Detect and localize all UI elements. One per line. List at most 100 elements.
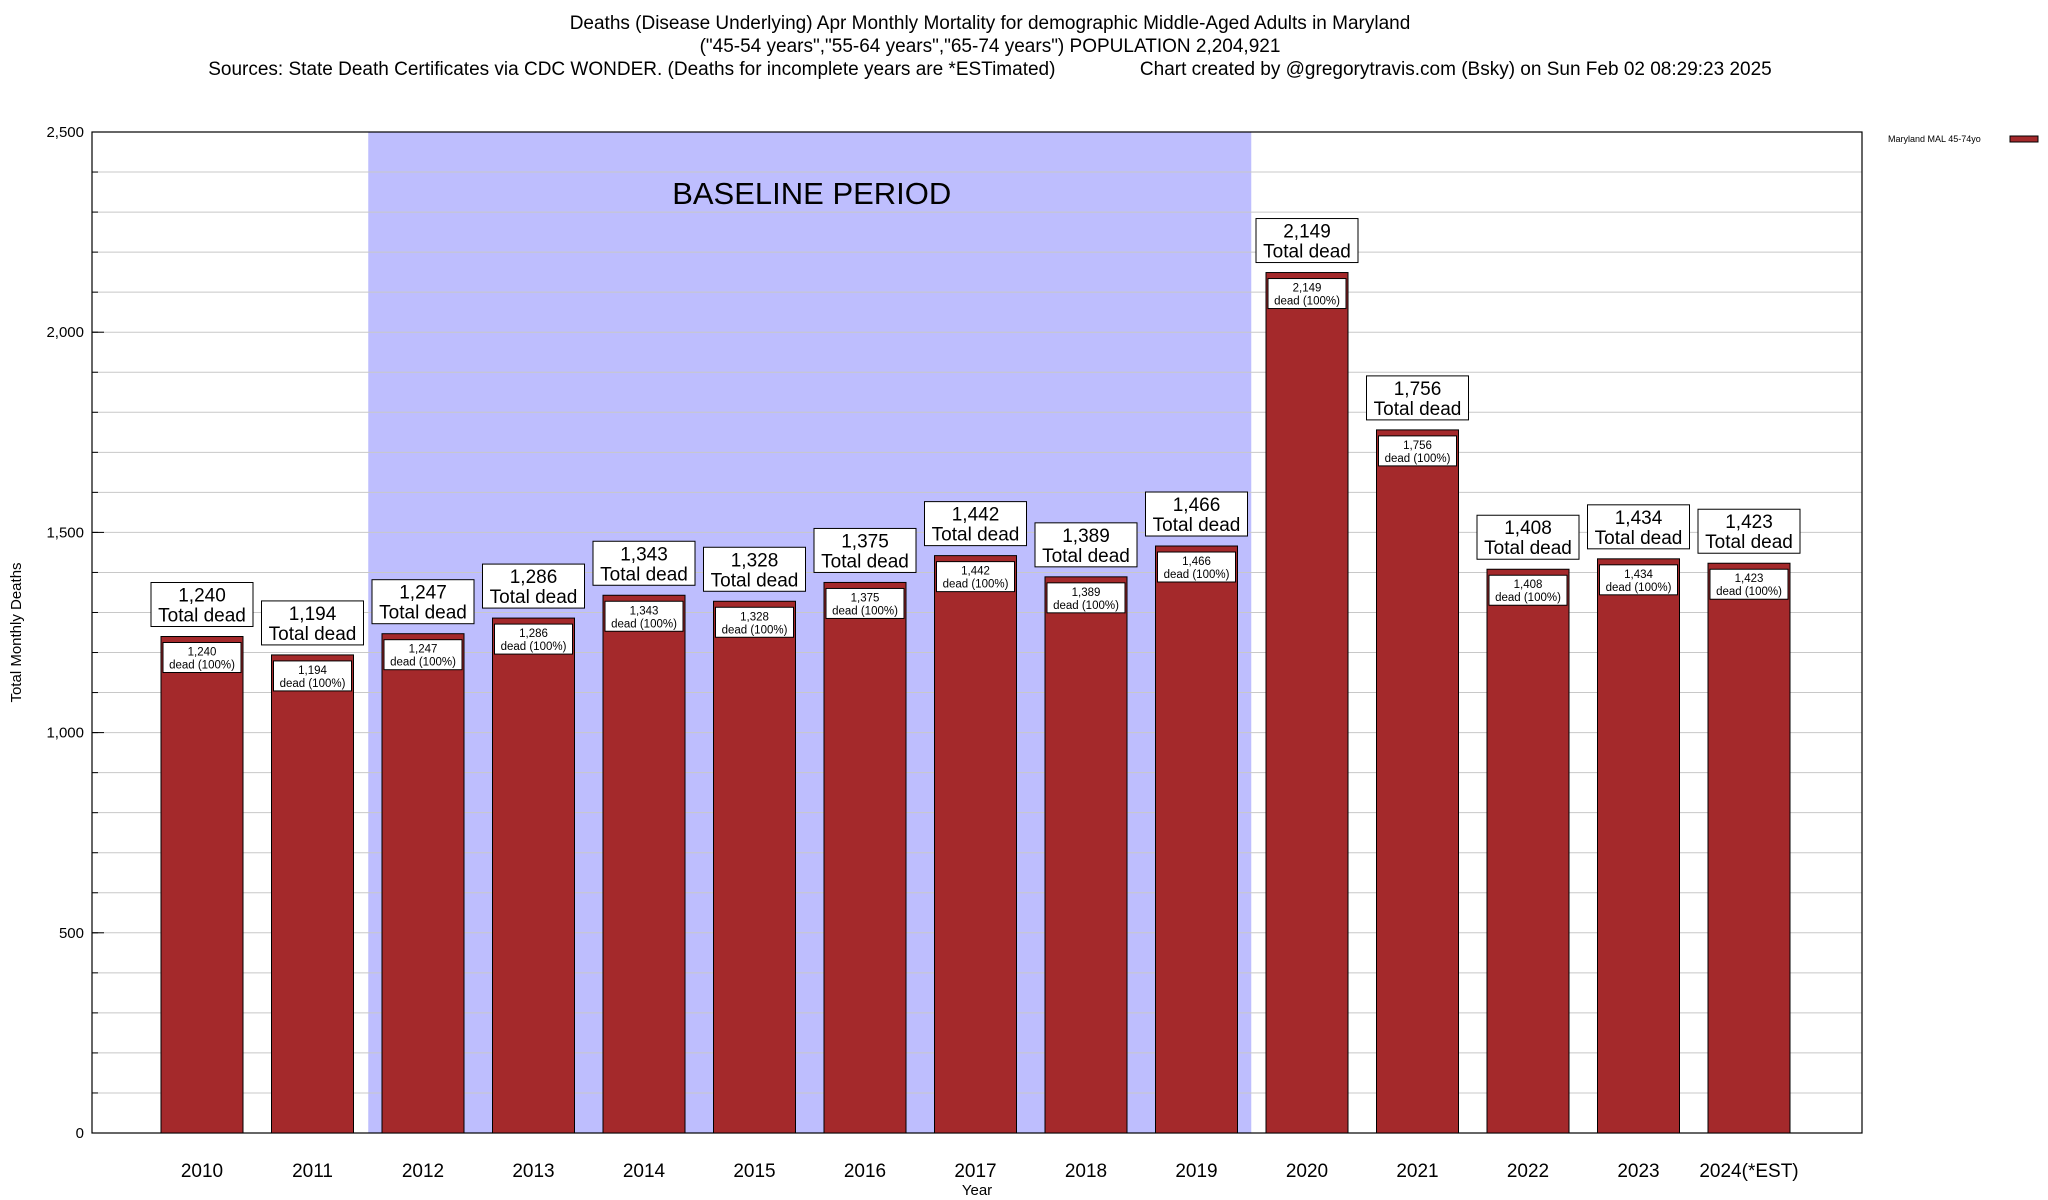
small-label-box: [494, 623, 573, 655]
big-value-label: 1,343: [620, 544, 668, 565]
big-value-label: 1,286: [510, 567, 558, 588]
small-label-box: [825, 587, 905, 619]
big-total-label: Total dead: [490, 587, 578, 608]
small-dead-label: dead (100%): [1164, 569, 1230, 581]
big-label-box: [813, 527, 917, 573]
bar: [823, 581, 907, 1134]
small-label-box: [604, 600, 684, 632]
small-dead-label: dead (100%): [280, 678, 346, 690]
small-dead-label: dead (100%): [1385, 453, 1451, 465]
x-tick-label: 2012: [402, 1161, 444, 1182]
bar: [1486, 568, 1570, 1134]
big-total-label: Total dead: [1595, 528, 1683, 549]
x-tick-label: 2021: [1396, 1161, 1438, 1182]
big-total-label: Total dead: [600, 564, 688, 585]
y-tick-label: 2,000: [46, 324, 84, 341]
small-label-box: [1488, 574, 1568, 606]
big-label-box: [1366, 375, 1469, 421]
small-value-label: 1,194: [298, 665, 327, 677]
small-label-box: [162, 642, 242, 674]
small-label-box: [1267, 278, 1347, 310]
big-value-label: 1,194: [289, 604, 337, 625]
y-tick-label: 2,500: [46, 124, 84, 141]
big-label-box: [261, 600, 364, 646]
big-value-label: 1,328: [731, 550, 779, 571]
small-dead-label: dead (100%): [1716, 586, 1782, 598]
big-total-label: Total dead: [158, 606, 246, 627]
big-label-box: [1587, 504, 1690, 550]
big-label-box: [150, 582, 254, 628]
small-value-label: 1,408: [1514, 579, 1543, 591]
small-value-label: 1,247: [409, 644, 438, 656]
bar: [1044, 576, 1128, 1134]
small-dead-label: dead (100%): [1053, 600, 1119, 612]
small-value-label: 1,343: [630, 605, 659, 617]
big-value-label: 1,247: [399, 583, 447, 604]
x-tick-label: 2017: [954, 1161, 996, 1182]
big-label-box: [592, 540, 696, 586]
title-line-3: Sources: State Death Certificates via CD…: [0, 58, 1980, 81]
y-tick-label: 1,000: [46, 725, 84, 742]
chart-title: Deaths (Disease Underlying) Apr Monthly …: [0, 12, 1980, 81]
small-label-box: [1157, 551, 1236, 583]
big-total-label: Total dead: [1042, 546, 1130, 567]
bar: [160, 636, 244, 1134]
big-label-box: [1697, 508, 1801, 554]
bar: [1707, 562, 1791, 1134]
x-tick-label: 2020: [1286, 1161, 1328, 1182]
legend-label: Maryland MAL 45-74yo: [1888, 134, 1981, 144]
big-total-label: Total dead: [821, 551, 909, 572]
small-value-label: 1,375: [851, 592, 880, 604]
bar: [1265, 272, 1349, 1134]
x-tick-label: 2011: [292, 1161, 333, 1182]
x-tick-label: 2018: [1065, 1161, 1107, 1182]
x-tick-label: 2022: [1507, 1161, 1549, 1182]
big-total-label: Total dead: [1153, 515, 1241, 536]
x-tick-label: 2015: [733, 1161, 775, 1182]
bar: [1376, 429, 1459, 1134]
x-axis-label: Year: [962, 1182, 992, 1199]
big-label-box: [1255, 218, 1359, 264]
big-value-label: 1,434: [1615, 508, 1663, 529]
big-label-box: [924, 501, 1027, 547]
small-value-label: 1,389: [1072, 587, 1101, 599]
small-label-box: [1599, 564, 1678, 596]
big-value-label: 1,423: [1725, 512, 1773, 533]
small-dead-label: dead (100%): [1606, 582, 1672, 594]
bar: [1597, 558, 1680, 1134]
big-label-box: [1034, 522, 1138, 568]
small-label-box: [1378, 435, 1457, 467]
small-dead-label: dead (100%): [1274, 296, 1340, 308]
small-value-label: 1,442: [961, 566, 990, 578]
small-value-label: 1,756: [1403, 440, 1432, 452]
small-dead-label: dead (100%): [501, 641, 567, 653]
small-dead-label: dead (100%): [943, 579, 1009, 591]
x-tick-label: 2014: [623, 1161, 666, 1182]
big-total-label: Total dead: [1705, 532, 1793, 553]
big-label-box: [371, 579, 475, 625]
y-tick-label: 0: [76, 1125, 84, 1142]
small-value-label: 1,286: [519, 628, 548, 640]
bar: [602, 594, 686, 1134]
small-label-box: [383, 639, 463, 671]
big-value-label: 1,375: [841, 531, 889, 552]
x-tick-label: 2013: [512, 1161, 554, 1182]
bar: [713, 600, 796, 1134]
big-label-box: [1476, 514, 1580, 560]
big-label-box: [1145, 491, 1248, 537]
x-tick-label: 2024(*EST): [1699, 1161, 1798, 1182]
small-value-label: 1,423: [1735, 573, 1764, 585]
bar: [934, 555, 1017, 1134]
big-total-label: Total dead: [1484, 538, 1572, 559]
x-tick-label: 2019: [1175, 1161, 1217, 1182]
big-value-label: 1,442: [952, 505, 1000, 526]
small-label-box: [273, 660, 352, 692]
small-value-label: 1,328: [740, 611, 769, 623]
y-axis-label: Total Monthly Deaths: [8, 562, 25, 702]
small-dead-label: dead (100%): [722, 624, 788, 636]
big-value-label: 1,240: [178, 586, 226, 607]
small-dead-label: dead (100%): [1495, 592, 1561, 604]
bar: [492, 617, 575, 1134]
y-tick-label: 1,500: [46, 524, 84, 541]
